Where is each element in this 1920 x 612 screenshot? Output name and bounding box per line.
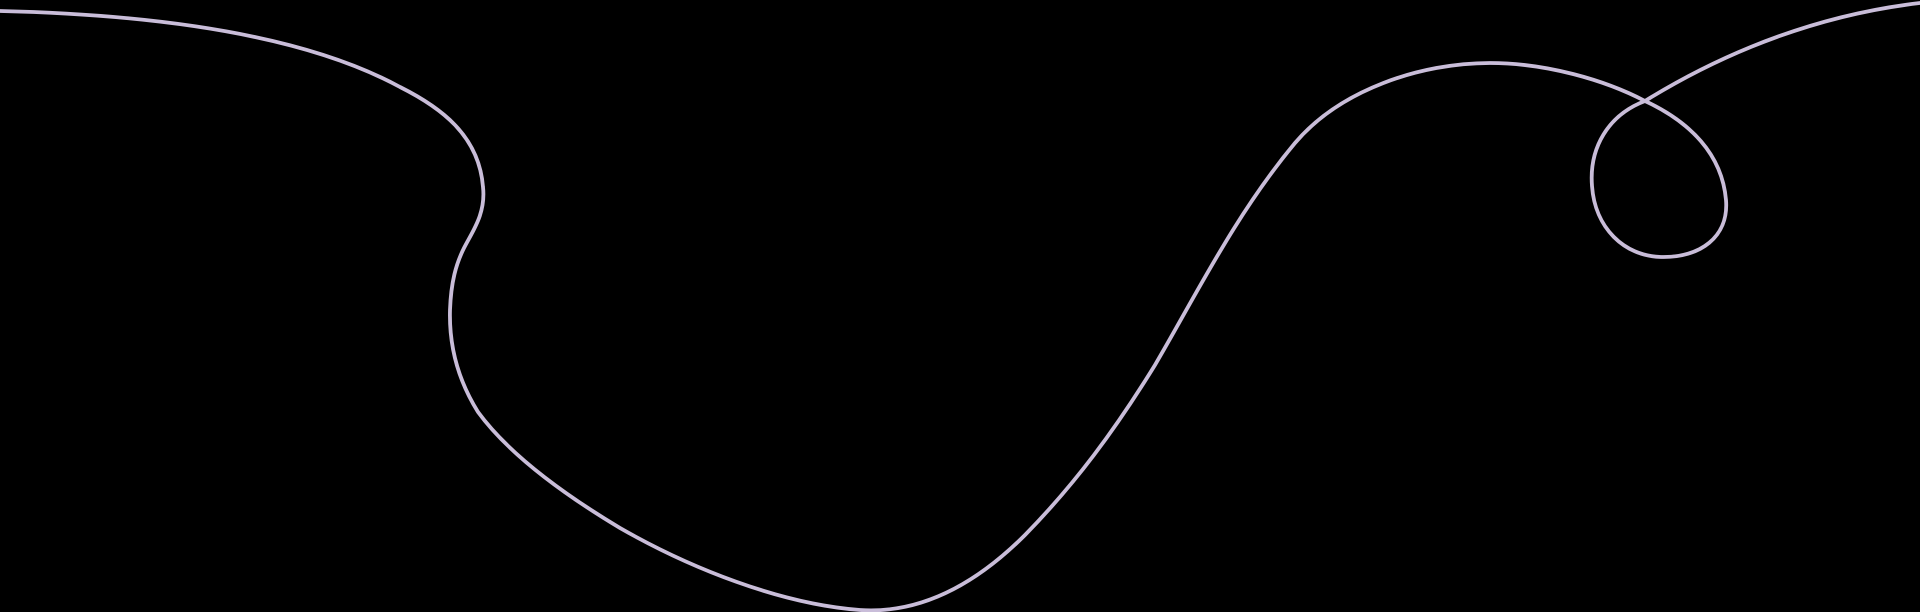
- decorative-squiggle-canvas: [0, 0, 1920, 612]
- decorative-curve-line: [0, 1, 1920, 612]
- page-background: [0, 0, 1920, 612]
- background-fill: [0, 0, 1920, 612]
